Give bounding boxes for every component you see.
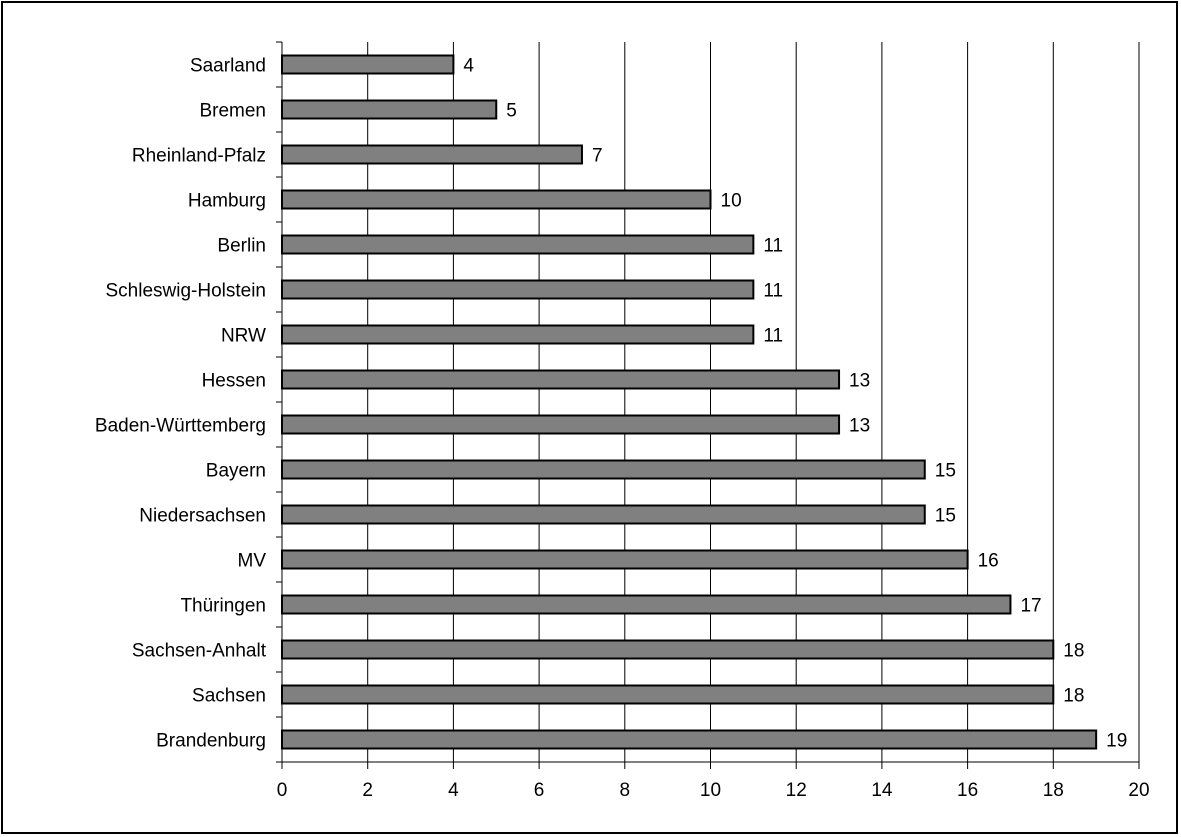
category-label: Schleswig-Holstein <box>105 281 266 302</box>
category-label: Brandenburg <box>156 731 266 752</box>
bars <box>281 54 1098 750</box>
bar <box>281 234 755 255</box>
data-label: 19 <box>1106 731 1127 752</box>
data-label: 11 <box>763 326 783 347</box>
category-label: Saarland <box>190 56 266 77</box>
x-tick-label: 16 <box>957 780 978 801</box>
bar <box>281 549 969 570</box>
bar <box>281 279 755 300</box>
bar <box>281 369 841 390</box>
category-label: Niedersachsen <box>139 506 266 527</box>
data-label: 15 <box>935 461 956 482</box>
category-label: Sachsen <box>192 686 266 707</box>
category-label: Sachsen-Anhalt <box>132 641 267 662</box>
data-label: 13 <box>849 371 870 392</box>
bar <box>281 99 498 120</box>
labels: 0 2 4 6 8 10 12 14 16 18 20 Saarland 4 Bremen 5 Rheinla… <box>95 56 1150 802</box>
category-label: Berlin <box>217 236 266 257</box>
bar <box>281 324 755 345</box>
bar <box>281 144 583 165</box>
data-label: 10 <box>721 191 742 212</box>
data-label: 5 <box>506 101 517 122</box>
category-label: NRW <box>221 326 266 347</box>
category-label: Bremen <box>199 101 266 122</box>
data-label: 17 <box>1020 596 1041 617</box>
bar <box>281 54 455 75</box>
bar <box>281 504 926 525</box>
data-label: 4 <box>463 56 474 77</box>
bar <box>281 729 1098 750</box>
category-label: Bayern <box>206 461 266 482</box>
bar <box>281 189 712 210</box>
x-tick-label: 0 <box>277 780 288 801</box>
x-tick-label: 6 <box>534 780 545 801</box>
x-tick-label: 18 <box>1043 780 1064 801</box>
data-label: 13 <box>849 416 870 437</box>
category-label: Hamburg <box>188 191 266 212</box>
x-tick-label: 10 <box>700 780 721 801</box>
x-tick-label: 20 <box>1128 780 1149 801</box>
category-label: Rheinland-Pfalz <box>132 146 266 167</box>
category-label: Thüringen <box>180 596 266 617</box>
bar <box>281 639 1055 660</box>
x-tick-label: 12 <box>786 780 807 801</box>
data-label: 18 <box>1063 686 1084 707</box>
x-tick-label: 8 <box>620 780 631 801</box>
x-tick-label: 2 <box>362 780 373 801</box>
category-label: Baden-Württemberg <box>95 416 266 437</box>
bar <box>281 684 1055 705</box>
category-label: MV <box>238 551 267 572</box>
category-label: Hessen <box>202 371 266 392</box>
data-label: 16 <box>978 551 999 572</box>
data-label: 15 <box>935 506 956 527</box>
data-label: 11 <box>763 236 783 257</box>
x-tick-label: 14 <box>871 780 893 801</box>
bar <box>281 414 841 435</box>
data-label: 18 <box>1063 641 1084 662</box>
bar-chart: 0 2 4 6 8 10 12 14 16 18 20 Saarland 4 Bremen 5 Rheinla… <box>95 41 1150 802</box>
x-tick-label: 4 <box>448 780 459 801</box>
data-label: 11 <box>763 281 783 302</box>
data-label: 7 <box>592 146 603 167</box>
bar <box>281 594 1012 615</box>
bar <box>281 459 926 480</box>
